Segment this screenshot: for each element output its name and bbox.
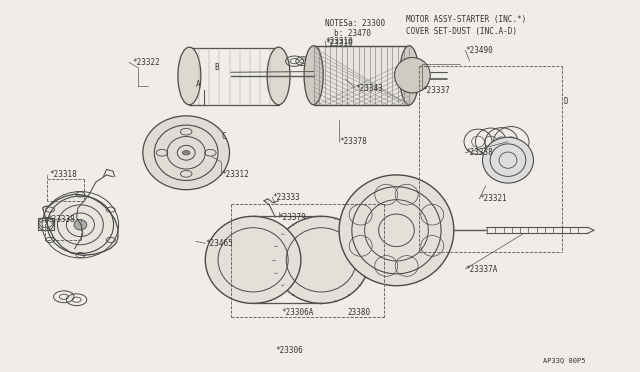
- Text: *23338: *23338: [465, 148, 493, 157]
- Text: *23306A: *23306A: [282, 308, 314, 317]
- Text: *23378: *23378: [339, 137, 367, 146]
- Ellipse shape: [399, 46, 419, 105]
- Ellipse shape: [339, 175, 454, 286]
- Text: *23321: *23321: [479, 195, 507, 203]
- Text: *23379: *23379: [278, 213, 307, 222]
- Text: *23306: *23306: [275, 346, 303, 355]
- Text: *23310: *23310: [325, 39, 353, 48]
- Text: *23322: *23322: [132, 58, 160, 67]
- Polygon shape: [43, 194, 118, 256]
- Text: MOTOR ASSY-STARTER (INC.*): MOTOR ASSY-STARTER (INC.*): [406, 15, 526, 24]
- Ellipse shape: [178, 47, 201, 105]
- Ellipse shape: [182, 151, 190, 155]
- Text: *23337: *23337: [422, 86, 450, 94]
- Ellipse shape: [143, 116, 230, 190]
- Text: *23490: *23490: [465, 46, 493, 55]
- Text: *23312: *23312: [221, 170, 249, 179]
- Text: 23380: 23380: [348, 308, 371, 317]
- Bar: [314, 46, 409, 105]
- Text: A: A: [196, 80, 200, 89]
- Text: *23318: *23318: [49, 170, 77, 179]
- Text: AP33Q 00P5: AP33Q 00P5: [543, 357, 586, 363]
- Text: *23338: *23338: [47, 215, 75, 224]
- Ellipse shape: [483, 137, 534, 183]
- Text: b: 23470: b: 23470: [334, 29, 371, 38]
- Text: *23343: *23343: [355, 84, 383, 93]
- Ellipse shape: [205, 216, 301, 304]
- Text: *23310: *23310: [325, 37, 353, 46]
- Text: B: B: [215, 63, 220, 72]
- Ellipse shape: [267, 47, 290, 105]
- Ellipse shape: [273, 216, 369, 304]
- Text: *23465: *23465: [205, 239, 233, 248]
- Ellipse shape: [304, 46, 323, 105]
- Text: *23337A: *23337A: [465, 264, 498, 273]
- Text: D: D: [563, 97, 568, 106]
- Ellipse shape: [394, 58, 430, 93]
- Text: C: C: [221, 132, 226, 141]
- Ellipse shape: [74, 219, 87, 230]
- Text: NOTESa: 23300: NOTESa: 23300: [325, 19, 385, 28]
- Text: *23333: *23333: [272, 193, 300, 202]
- Text: COVER SET-DUST (INC.A-D): COVER SET-DUST (INC.A-D): [406, 27, 517, 36]
